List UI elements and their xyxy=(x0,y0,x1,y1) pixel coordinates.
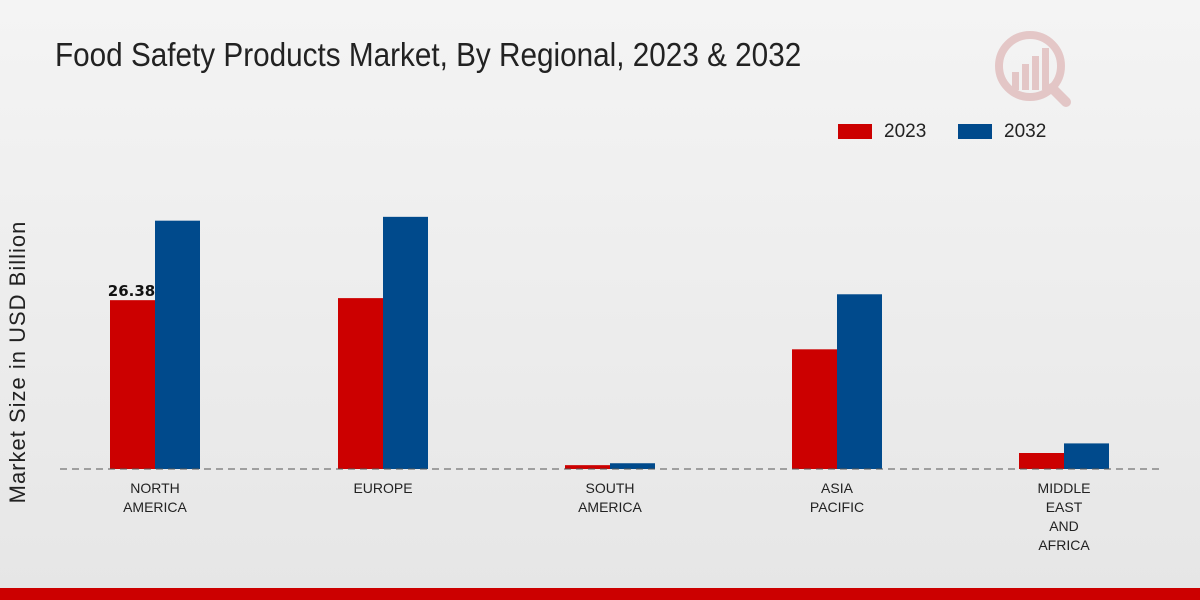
legend-swatch-2023 xyxy=(838,124,872,140)
x-tick-label-4-3: AFRICA xyxy=(1038,537,1090,553)
x-tick-label-4-2: AND xyxy=(1049,518,1079,534)
x-tick-label-3-1: PACIFIC xyxy=(810,499,864,515)
bar-2023-4 xyxy=(1019,453,1064,469)
x-tick-label-4-0: MIDDLE xyxy=(1038,480,1091,496)
chart-title: Food Safety Products Market, By Regional… xyxy=(55,36,802,73)
bar-2032-4 xyxy=(1064,443,1109,469)
bar-2032-1 xyxy=(383,216,428,469)
x-tick-label-0-0: NORTH xyxy=(130,480,180,496)
bar-2023-0 xyxy=(110,300,155,469)
x-tick-label-0-1: AMERICA xyxy=(123,499,187,515)
x-tick-label-3-0: ASIA xyxy=(821,480,854,496)
legend-label-2023: 2023 xyxy=(884,121,927,142)
x-tick-label-2-1: AMERICA xyxy=(578,499,642,515)
legend-label-2032: 2032 xyxy=(1004,121,1047,142)
x-tick-label-4-1: EAST xyxy=(1046,499,1083,515)
bar-2023-3 xyxy=(792,349,837,469)
x-tick-label-1-0: EUROPE xyxy=(353,480,412,496)
x-tick-label-2-0: SOUTH xyxy=(586,480,635,496)
legend-item-2032: 2032 xyxy=(958,121,1046,143)
bar-2032-2 xyxy=(610,463,655,469)
bar-2032-3 xyxy=(837,294,882,469)
data-label-0: 26.38 xyxy=(108,282,155,300)
legend-swatch-2032 xyxy=(958,124,992,140)
market-research-logo-icon xyxy=(995,31,1071,107)
bottom-accent-bar xyxy=(0,588,1200,600)
bar-2032-0 xyxy=(155,220,200,469)
bar-2023-1 xyxy=(338,298,383,469)
bar-2023-2 xyxy=(565,465,610,469)
legend-item-2023: 2023 xyxy=(838,121,926,143)
